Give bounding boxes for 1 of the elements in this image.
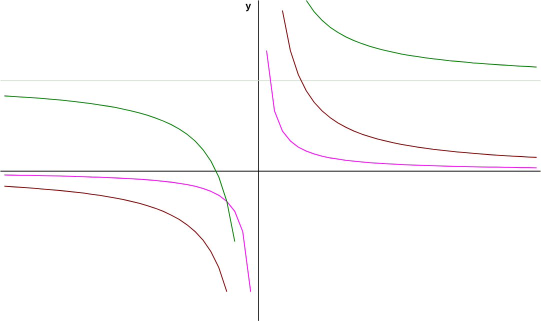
- y-axis-title: y: [246, 4, 252, 12]
